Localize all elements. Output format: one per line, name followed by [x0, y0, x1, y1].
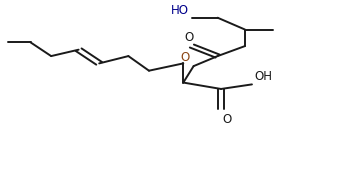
Text: O: O	[180, 51, 190, 64]
Text: OH: OH	[255, 70, 273, 83]
Text: O: O	[185, 31, 194, 44]
Text: HO: HO	[171, 4, 189, 17]
Text: O: O	[223, 113, 232, 126]
